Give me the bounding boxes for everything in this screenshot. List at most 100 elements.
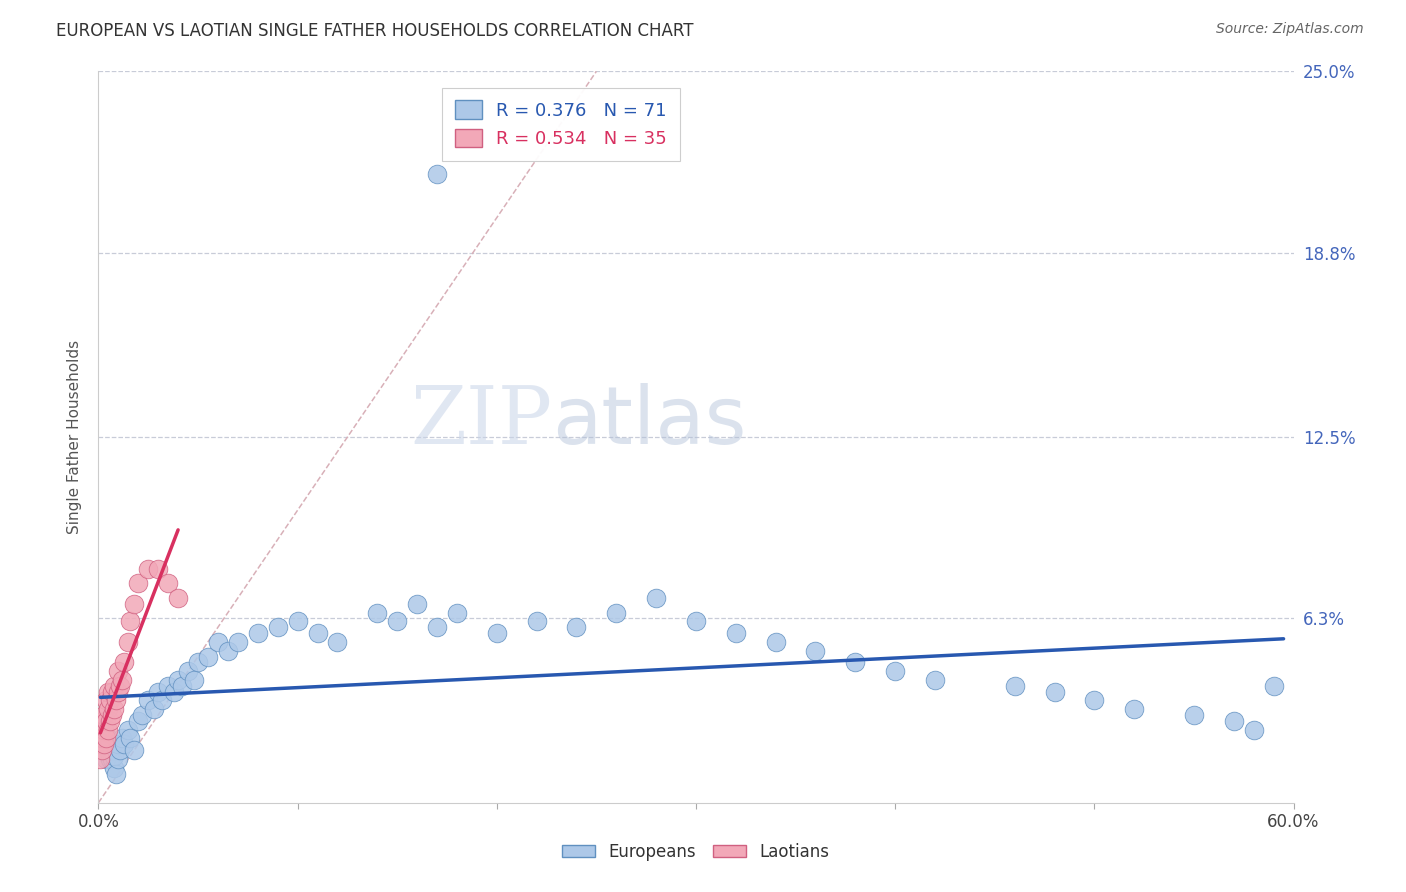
Point xyxy=(485,626,508,640)
Point xyxy=(91,731,114,746)
Point xyxy=(804,643,827,657)
Point xyxy=(89,752,111,766)
Point xyxy=(765,635,787,649)
Point xyxy=(91,731,114,746)
Point xyxy=(96,752,118,766)
Point xyxy=(124,743,146,757)
Point xyxy=(127,576,149,591)
Point xyxy=(101,684,124,698)
Point xyxy=(326,635,349,649)
Point xyxy=(117,635,139,649)
Point xyxy=(167,591,190,605)
Point xyxy=(605,606,627,620)
Point xyxy=(172,679,194,693)
Point xyxy=(385,615,409,629)
Point xyxy=(103,679,125,693)
Point xyxy=(110,743,132,757)
Point xyxy=(124,597,146,611)
Point xyxy=(526,615,548,629)
Point xyxy=(96,731,118,746)
Point xyxy=(98,693,122,707)
Point xyxy=(1004,679,1026,693)
Point xyxy=(101,743,124,757)
Point xyxy=(163,684,186,698)
Point xyxy=(187,656,209,670)
Point xyxy=(167,673,190,687)
Point xyxy=(93,737,115,751)
Point xyxy=(217,643,239,657)
Point xyxy=(724,626,747,640)
Point xyxy=(148,684,170,698)
Point xyxy=(120,731,142,746)
Y-axis label: Single Father Households: Single Father Households xyxy=(67,340,83,534)
Text: EUROPEAN VS LAOTIAN SINGLE FATHER HOUSEHOLDS CORRELATION CHART: EUROPEAN VS LAOTIAN SINGLE FATHER HOUSEH… xyxy=(56,22,693,40)
Point xyxy=(1182,708,1205,723)
Point xyxy=(103,749,125,764)
Point xyxy=(136,693,159,707)
Point xyxy=(93,723,115,737)
Point xyxy=(101,708,124,723)
Point xyxy=(685,615,707,629)
Point xyxy=(96,693,118,707)
Point xyxy=(197,649,219,664)
Point xyxy=(246,626,269,640)
Point xyxy=(96,714,118,728)
Point xyxy=(107,664,129,678)
Text: Source: ZipAtlas.com: Source: ZipAtlas.com xyxy=(1216,22,1364,37)
Point xyxy=(924,673,946,687)
Point xyxy=(117,723,139,737)
Point xyxy=(565,620,588,634)
Point xyxy=(93,708,115,723)
Point xyxy=(183,673,205,687)
Point xyxy=(136,562,159,576)
Point xyxy=(1123,702,1146,716)
Legend: Europeans, Laotians: Europeans, Laotians xyxy=(555,837,837,868)
Point xyxy=(267,620,290,634)
Point xyxy=(131,708,153,723)
Point xyxy=(101,752,124,766)
Point xyxy=(446,606,468,620)
Point xyxy=(844,656,866,670)
Point xyxy=(112,737,135,751)
Point xyxy=(287,615,309,629)
Point xyxy=(177,664,200,678)
Point xyxy=(207,635,229,649)
Point xyxy=(107,752,129,766)
Point xyxy=(157,679,180,693)
Point xyxy=(89,723,111,737)
Point xyxy=(98,714,122,728)
Point xyxy=(97,731,120,746)
Point xyxy=(1043,684,1066,698)
Point xyxy=(91,714,114,728)
Point xyxy=(1243,723,1265,737)
Point xyxy=(1223,714,1246,728)
Point xyxy=(97,684,120,698)
Point xyxy=(406,597,429,611)
Text: atlas: atlas xyxy=(553,384,747,461)
Point xyxy=(107,684,129,698)
Point xyxy=(111,673,134,687)
Point xyxy=(105,693,128,707)
Point xyxy=(1083,693,1105,707)
Point xyxy=(226,635,249,649)
Point xyxy=(111,731,134,746)
Point xyxy=(97,702,120,716)
Point xyxy=(110,679,132,693)
Point xyxy=(105,766,128,780)
Point xyxy=(107,737,129,751)
Point xyxy=(97,743,120,757)
Point xyxy=(98,752,122,766)
Point xyxy=(1263,679,1285,693)
Point xyxy=(120,615,142,629)
Point xyxy=(127,714,149,728)
Point xyxy=(884,664,907,678)
Point xyxy=(366,606,388,620)
Point xyxy=(93,743,115,757)
Point xyxy=(307,626,329,640)
Point xyxy=(143,702,166,716)
Point xyxy=(426,620,449,634)
Point xyxy=(645,591,668,605)
Point xyxy=(157,576,180,591)
Point xyxy=(89,737,111,751)
Point xyxy=(96,737,118,751)
